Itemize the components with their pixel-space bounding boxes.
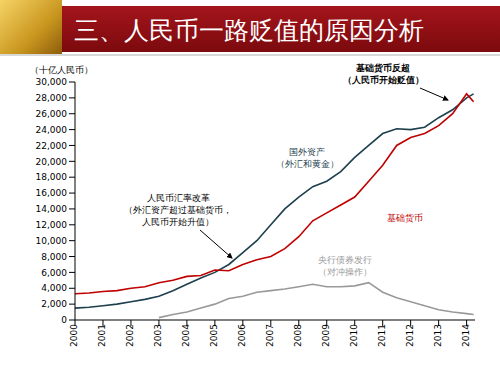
svg-text:30,000: 30,000	[36, 77, 68, 87]
html-text:人民币开始升值）: 人民币开始升值）	[142, 217, 214, 227]
html-text:（外汇和黄金）: （外汇和黄金）	[275, 159, 339, 169]
svg-text:2013: 2013	[433, 324, 443, 347]
svg-text:18,000: 18,000	[36, 172, 68, 182]
svg-text:2006: 2006	[237, 324, 247, 347]
svg-text:2012: 2012	[405, 324, 415, 347]
svg-text:14,000: 14,000	[36, 204, 68, 214]
svg-text:2001: 2001	[97, 324, 107, 347]
svg-text:26,000: 26,000	[36, 109, 68, 119]
html-text:（十亿人民币）: （十亿人民币）	[30, 65, 93, 75]
svg-text:24,000: 24,000	[36, 125, 68, 135]
svg-text:2003: 2003	[153, 324, 163, 347]
html-text:人民币汇率改革: 人民币汇率改革	[146, 193, 210, 203]
svg-text:2010: 2010	[349, 324, 359, 347]
svg-text:8,000: 8,000	[41, 252, 67, 262]
svg-text:2009: 2009	[321, 324, 331, 347]
svg-text:4,000: 4,000	[41, 283, 67, 293]
svg-text:2005: 2005	[209, 324, 219, 347]
html-text:三、人民币一路贬值的原因分析: 三、人民币一路贬值的原因分析	[74, 16, 424, 45]
svg-text:20,000: 20,000	[36, 157, 68, 167]
svg-text:16,000: 16,000	[36, 188, 68, 198]
html-text:国外资产: 国外资产	[289, 147, 325, 157]
html-text:（人民币开始贬值）: （人民币开始贬值）	[342, 75, 424, 85]
html-text:（对冲操作）: （对冲操作）	[318, 267, 372, 277]
svg-text:2007: 2007	[265, 324, 275, 347]
html-text:基础货币: 基础货币	[387, 213, 423, 223]
svg-text:28,000: 28,000	[36, 93, 68, 103]
html-text:（外汇资产超过基础货币，: （外汇资产超过基础货币，	[124, 205, 232, 215]
svg-text:2,000: 2,000	[41, 299, 67, 309]
svg-text:22,000: 22,000	[36, 141, 68, 151]
svg-text:2014: 2014	[461, 324, 471, 347]
html-text:基础货币反超: 基础货币反超	[356, 63, 410, 73]
svg-text:2011: 2011	[377, 324, 387, 347]
svg-text:12,000: 12,000	[36, 220, 68, 230]
svg-text:2004: 2004	[181, 324, 191, 347]
html-text:央行债券发行: 央行债券发行	[318, 255, 372, 265]
svg-text:2002: 2002	[125, 324, 135, 347]
svg-text:10,000: 10,000	[36, 236, 68, 246]
svg-text:2008: 2008	[293, 324, 303, 347]
svg-text:6,000: 6,000	[41, 268, 67, 278]
svg-text:0: 0	[61, 315, 67, 325]
svg-text:2000: 2000	[69, 324, 79, 347]
